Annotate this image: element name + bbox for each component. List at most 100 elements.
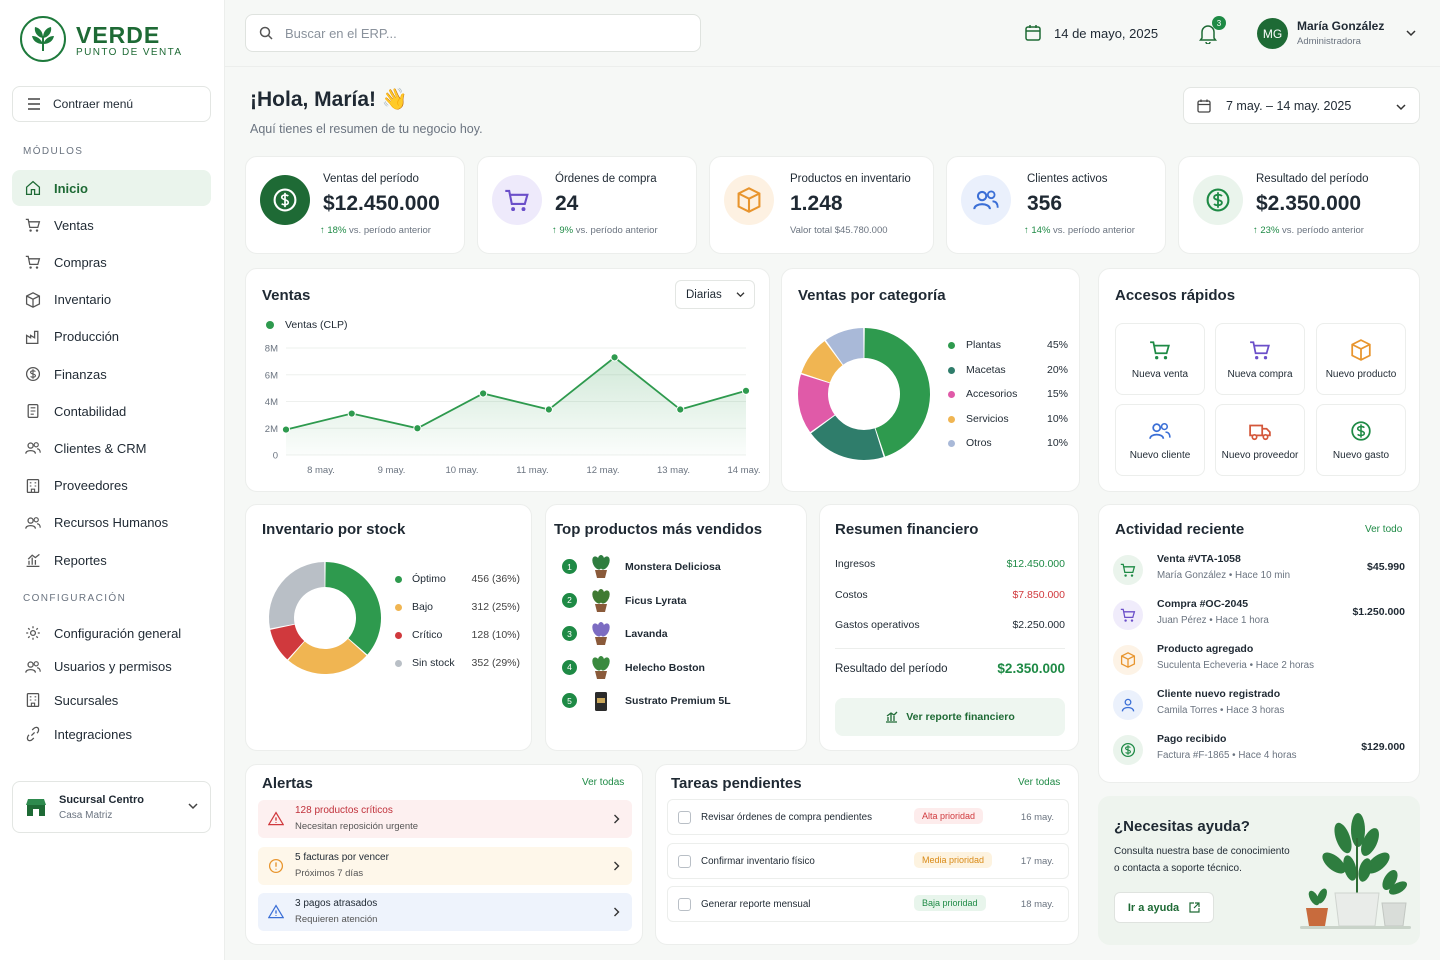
kpi-note: Valor total $45.780.000 (790, 225, 888, 236)
task-checkbox[interactable] (678, 811, 691, 824)
sidebar-item-integraciones[interactable]: Integraciones (12, 716, 211, 752)
task-checkbox[interactable] (678, 898, 691, 911)
legend-value: 15% (1046, 388, 1068, 400)
alerts-view-all-link[interactable]: Ver todas (582, 777, 625, 788)
sidebar-item-contabilidad[interactable]: Contabilidad (12, 393, 211, 429)
alert-item[interactable]: 128 productos críticos Necesitan reposici… (258, 800, 632, 838)
kpi-card[interactable]: Ventas del período $12.450.000 ↑ 18% vs. p… (245, 156, 465, 254)
stock-slice[interactable] (325, 562, 381, 655)
finance-report-button[interactable]: Ver reporte financiero (835, 698, 1065, 736)
quick-access-label: Nuevo producto (1325, 368, 1397, 380)
quick-nuevo-producto-button[interactable]: Nuevo producto (1316, 323, 1406, 395)
search-input[interactable] (285, 25, 665, 41)
branch-selector[interactable]: Sucursal Centro Casa Matriz (12, 781, 211, 833)
sidebar-item-usuarios-y-permisos[interactable]: Usuarios y permisos (12, 649, 211, 685)
sales-point[interactable] (413, 424, 422, 433)
x-tick-label: 14 may. (727, 465, 760, 476)
top-product-row[interactable]: 4 Helecho Boston (562, 655, 792, 680)
legend-value: 128 (10%) (471, 629, 520, 641)
sales-point[interactable] (281, 425, 291, 434)
kpi-card[interactable]: Órdenes de compra 24 ↑ 9% vs. período ante… (477, 156, 697, 254)
users-icon (25, 440, 41, 456)
top-product-row[interactable]: 5 Sustrato Premium 5L (562, 689, 792, 713)
rank-badge: 5 (562, 693, 577, 708)
kpi-value: $12.450.000 (323, 192, 440, 215)
quick-nueva-venta-button[interactable]: Nueva venta (1115, 323, 1205, 395)
date-range-picker[interactable]: 7 may. – 14 may. 2025 (1183, 87, 1420, 124)
activity-view-all-link[interactable]: Ver todo (1365, 524, 1403, 535)
activity-item[interactable]: Compra #OC-2045 Juan Pérez • Hace 1 hora $… (1113, 596, 1409, 632)
sales-point[interactable] (479, 389, 488, 398)
link-icon (25, 726, 41, 742)
activity-item[interactable]: Producto agregado Suculenta Echeveria • H… (1113, 641, 1409, 677)
kpi-delta-value: ↑ 18% (320, 225, 347, 236)
sidebar-item-finanzas[interactable]: Finanzas (12, 356, 211, 392)
task-item[interactable]: Generar reporte mensual Baja prioridad 18 … (667, 886, 1069, 922)
quick-nuevo-gasto-button[interactable]: Nuevo gasto (1316, 404, 1406, 476)
brand-logo[interactable]: VERDE PUNTO DE VENTA (20, 16, 210, 68)
notifications-button[interactable]: 3 (1199, 16, 1226, 44)
alert-item[interactable]: 5 facturas por vencer Próximos 7 días (258, 846, 632, 885)
separator-dot: • (1206, 615, 1216, 626)
sidebar-item-label: Inicio (54, 180, 88, 196)
quick-nueva-compra-button[interactable]: Nueva compra (1215, 323, 1305, 395)
category-slice[interactable] (801, 341, 843, 383)
top-product-row[interactable]: 1 Monstera Deliciosa (562, 555, 792, 579)
activity-item[interactable]: Venta #VTA-1058 María González • Hace 10 … (1113, 551, 1409, 587)
sidebar-item-producción[interactable]: Producción (12, 319, 211, 355)
stock-slice[interactable] (269, 562, 325, 629)
kpi-title: Resultado del período (1256, 173, 1369, 185)
sidebar-item-sucursales[interactable]: Sucursales (12, 682, 211, 718)
sidebar-item-proveedores[interactable]: Proveedores (12, 468, 211, 504)
sidebar-item-reportes[interactable]: Reportes (12, 542, 211, 578)
activity-item[interactable]: Pago recibido Factura #F-1865 • Hace 4 ho… (1113, 731, 1409, 767)
sales-point[interactable] (676, 405, 685, 414)
quick-nuevo-cliente-button[interactable]: Nuevo cliente (1115, 404, 1205, 476)
top-product-row[interactable]: 2 Ficus Lyrata (562, 588, 792, 613)
category-slice[interactable] (864, 328, 930, 457)
category-slice[interactable] (825, 328, 864, 365)
sales-point[interactable] (741, 386, 751, 395)
home-icon (25, 180, 41, 196)
sidebar-item-configuración-general[interactable]: Configuración general (12, 615, 211, 651)
help-button[interactable]: Ir a ayuda (1114, 892, 1214, 923)
category-slice[interactable] (811, 415, 884, 460)
sidebar-item-ventas[interactable]: Ventas (12, 207, 211, 243)
sidebar-item-inicio[interactable]: Inicio (12, 170, 211, 206)
stock-slice[interactable] (270, 624, 305, 660)
task-item[interactable]: Revisar órdenes de compra pendientes Alta… (667, 799, 1069, 835)
activity-item[interactable]: Cliente nuevo registrado Camila Torres • … (1113, 686, 1409, 722)
kpi-card[interactable]: Clientes activos 356 ↑ 14% vs. período ant… (946, 156, 1166, 254)
alert-item[interactable]: 3 pagos atrasados Requieren atención (258, 893, 632, 931)
tasks-view-all-link[interactable]: Ver todas (1018, 777, 1061, 788)
sidebar-item-clientes-crm[interactable]: Clientes & CRM (12, 430, 211, 466)
kpi-card[interactable]: Resultado del período $2.350.000 ↑ 23% vs.… (1178, 156, 1420, 254)
sidebar-item-recursos-humanos[interactable]: Recursos Humanos (12, 505, 211, 541)
stock-slice[interactable] (288, 638, 367, 674)
category-slice[interactable] (798, 374, 835, 433)
collapse-menu-button[interactable]: Contraer menú (12, 86, 211, 122)
stock-donut-chart (269, 562, 381, 674)
cart-icon (1149, 339, 1171, 361)
sidebar-item-compras[interactable]: Compras (12, 244, 211, 280)
search-bar[interactable] (245, 14, 701, 52)
sidebar-item-label: Compras (54, 254, 107, 270)
sales-point[interactable] (610, 353, 619, 362)
sales-point[interactable] (544, 405, 553, 414)
task-checkbox[interactable] (678, 854, 691, 868)
legend-value: 10% (1046, 437, 1068, 449)
task-item[interactable]: Confirmar inventario físico Media priorid… (667, 842, 1069, 879)
top-product-row[interactable]: 3 Lavanda (562, 622, 792, 646)
sales-point[interactable] (347, 409, 356, 418)
user-menu[interactable]: MG María González Administradora (1257, 17, 1427, 51)
chevron-right-icon (613, 814, 620, 824)
brand-name: VERDE (76, 22, 161, 48)
kpi-delta-text: vs. período anterior (573, 225, 658, 236)
alert-subtitle: Requieren atención (295, 914, 378, 925)
sales-period-select[interactable]: Diarias (675, 280, 755, 309)
quick-nuevo-proveedor-button[interactable]: Nuevo proveedor (1215, 404, 1305, 476)
sidebar-item-inventario[interactable]: Inventario (12, 282, 211, 318)
kpi-card[interactable]: Productos en inventario 1.248 Valor total … (709, 156, 934, 254)
legend-swatch (948, 415, 955, 423)
product-thumbnail-icon (590, 588, 612, 613)
